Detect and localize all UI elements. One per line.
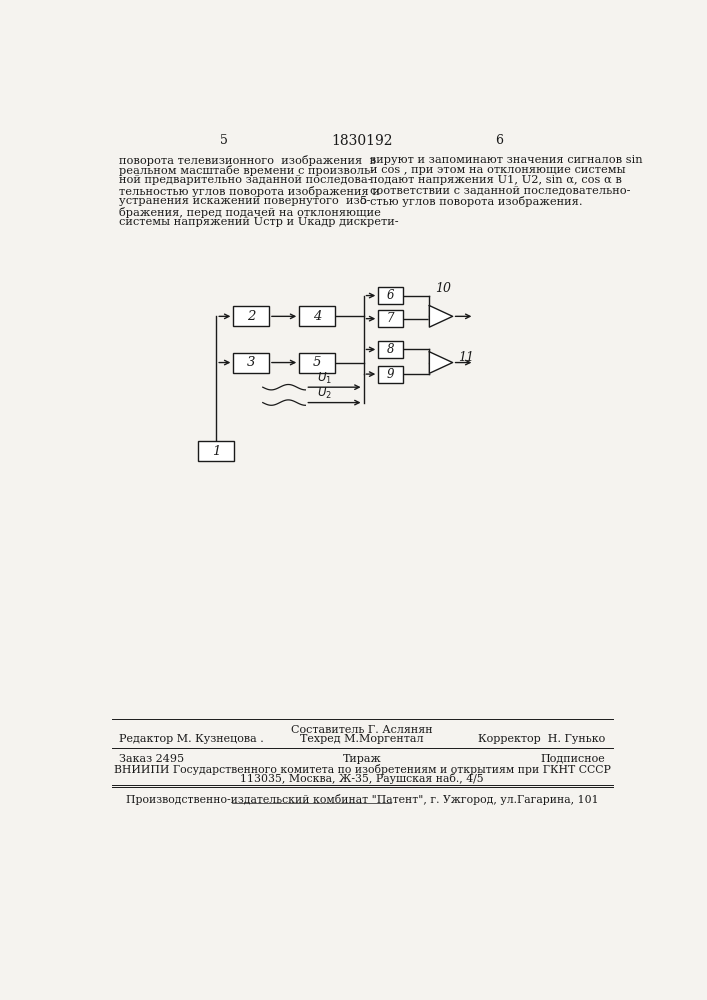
Text: Составитель Г. Аслянян: Составитель Г. Аслянян — [291, 725, 433, 735]
Text: ной предварительно заданной последова-: ной предварительно заданной последова- — [119, 175, 372, 185]
Text: 5: 5 — [312, 356, 321, 369]
Text: 1: 1 — [212, 445, 221, 458]
Text: $U_2$: $U_2$ — [317, 386, 332, 401]
Bar — [378, 366, 403, 383]
Bar — [378, 310, 403, 327]
Text: 8: 8 — [387, 343, 395, 356]
Text: 2: 2 — [247, 310, 255, 323]
Text: 1830192: 1830192 — [331, 134, 392, 148]
Text: 10: 10 — [436, 282, 451, 295]
Text: реальном масштабе времени с произволь-: реальном масштабе времени с произволь- — [119, 165, 375, 176]
Text: 7: 7 — [387, 312, 395, 325]
Text: Тираж: Тираж — [343, 754, 381, 764]
Text: тельностью углов поворота изображения и: тельностью углов поворота изображения и — [119, 186, 380, 197]
Text: Корректор  Н. Гунько: Корректор Н. Гунько — [478, 734, 605, 744]
Text: Техред М.Моргентал: Техред М.Моргентал — [300, 734, 423, 744]
Text: Подписное: Подписное — [541, 754, 605, 764]
Bar — [233, 353, 269, 373]
Text: 6: 6 — [495, 134, 503, 147]
Bar — [233, 306, 269, 326]
Text: подают напряжения U1, U2, sin α, cos α в: подают напряжения U1, U2, sin α, cos α в — [370, 175, 621, 185]
Text: $U_1$: $U_1$ — [317, 371, 332, 386]
Text: Заказ 2495: Заказ 2495 — [119, 754, 185, 764]
Polygon shape — [429, 306, 452, 327]
Text: поворота телевизионного  изображения  в: поворота телевизионного изображения в — [119, 155, 376, 166]
Text: 3: 3 — [247, 356, 255, 369]
Text: 5: 5 — [220, 134, 228, 147]
Text: 113035, Москва, Ж-35, Раушская наб., 4/5: 113035, Москва, Ж-35, Раушская наб., 4/5 — [240, 773, 484, 784]
Text: ВНИИПИ Государственного комитета по изобретениям и открытиям при ГКНТ СССР: ВНИИПИ Государственного комитета по изоб… — [114, 764, 610, 775]
Bar — [199, 441, 234, 461]
Text: 5: 5 — [360, 196, 367, 206]
Polygon shape — [429, 352, 452, 373]
Bar — [378, 287, 403, 304]
Text: бражения, перед подачей на отклоняющие: бражения, перед подачей на отклоняющие — [119, 207, 381, 218]
Text: 4: 4 — [312, 310, 321, 323]
Text: зируют и запоминают значения сигналов sin: зируют и запоминают значения сигналов si… — [370, 155, 643, 165]
Bar — [299, 353, 335, 373]
Text: 9: 9 — [387, 368, 395, 381]
Text: стью углов поворота изображения.: стью углов поворота изображения. — [370, 196, 583, 207]
Text: Редактор М. Кузнецова .: Редактор М. Кузнецова . — [119, 734, 264, 744]
Text: и cos , при этом на отклоняющие системы: и cos , при этом на отклоняющие системы — [370, 165, 625, 175]
Bar — [378, 341, 403, 358]
Text: соответствии с заданной последовательно-: соответствии с заданной последовательно- — [370, 186, 630, 196]
Text: Производственно-издательский комбинат "Патент", г. Ужгород, ул.Гагарина, 101: Производственно-издательский комбинат "П… — [126, 794, 598, 805]
Bar — [299, 306, 335, 326]
Text: устранения искажений повернутого  изо-: устранения искажений повернутого изо- — [119, 196, 371, 206]
Text: 11: 11 — [458, 351, 474, 364]
Text: 6: 6 — [387, 289, 395, 302]
Text: системы напряжений Uстр и Uкадр дискрети-: системы напряжений Uстр и Uкадр дискрети… — [119, 217, 399, 227]
